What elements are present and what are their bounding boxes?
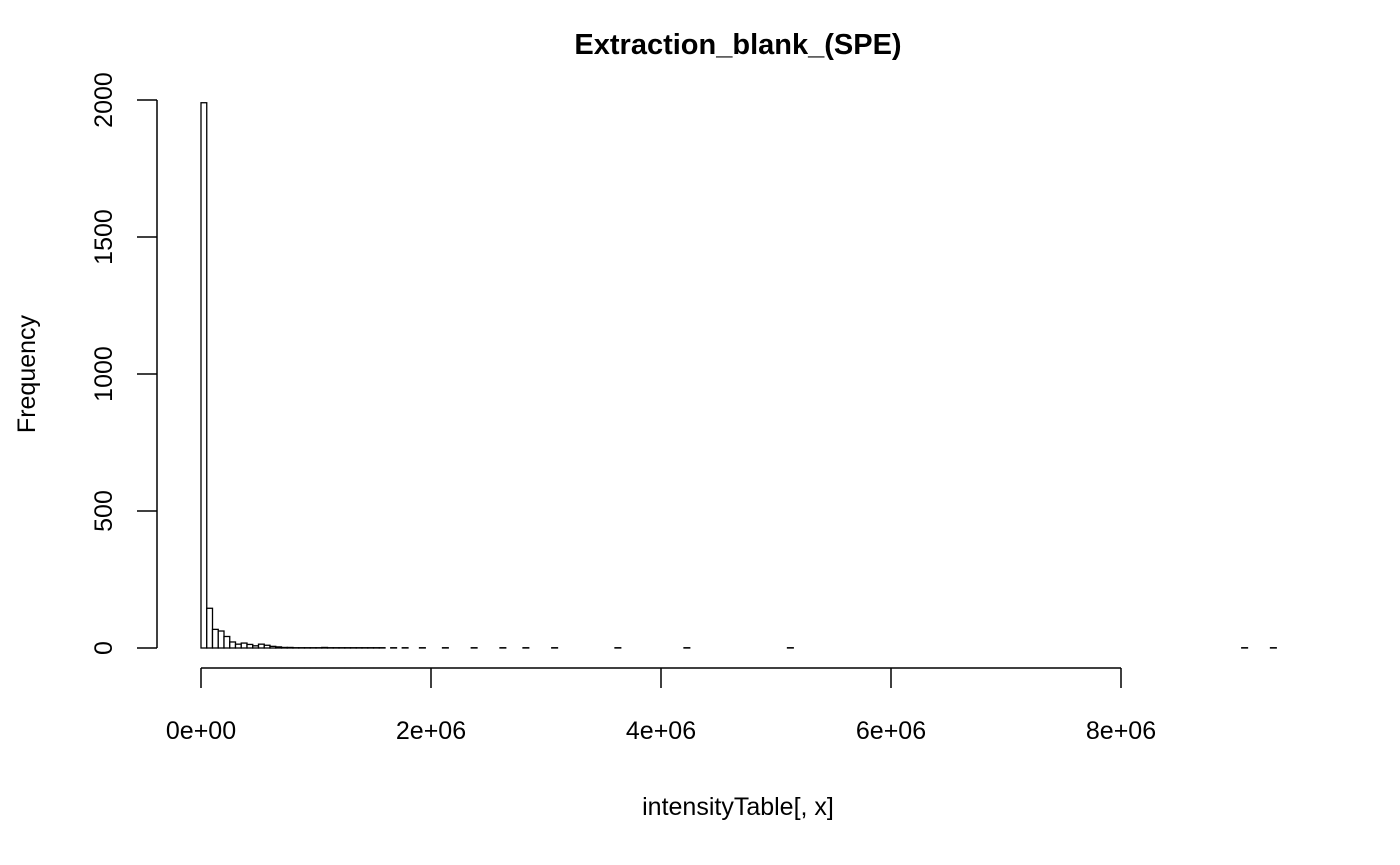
histogram-bar (217, 630, 225, 649)
chart-title: Extraction_blank_(SPE) (574, 29, 901, 61)
y-tick-label: 0 (90, 641, 118, 655)
y-axis-label: Frequency (13, 314, 41, 433)
histogram-bar (223, 635, 231, 649)
histogram-bar (321, 646, 329, 649)
x-tick-label: 2e+06 (396, 717, 466, 745)
histogram-bar (280, 646, 288, 649)
histogram-bar (240, 642, 248, 649)
x-axis: 0e+00 2e+06 4e+06 6e+06 8e+06 (166, 667, 1156, 745)
histogram-bar (206, 607, 214, 649)
histogram-bar (211, 628, 219, 649)
histogram-bar (229, 641, 237, 649)
y-tick-label: 1500 (90, 209, 118, 265)
y-tick-label: 500 (90, 490, 118, 532)
histogram-bar (200, 102, 208, 649)
x-tick-label: 8e+06 (1086, 717, 1156, 745)
histogram-bar (275, 646, 283, 649)
x-tick-label: 6e+06 (856, 717, 926, 745)
histogram-bar (246, 643, 254, 649)
histogram-bar (234, 643, 242, 649)
histogram-bar (269, 645, 277, 649)
histogram-bar (263, 644, 271, 649)
y-tick-label: 1000 (90, 346, 118, 402)
histogram-bars (200, 102, 1277, 649)
x-axis-label: intensityTable[, x] (642, 793, 834, 821)
x-tick-label: 0e+00 (166, 717, 236, 745)
x-tick-label: 4e+06 (626, 717, 696, 745)
histogram-bar (257, 643, 265, 649)
y-axis: 0 500 1000 1500 2000 (90, 72, 158, 655)
y-tick-label: 2000 (90, 72, 118, 128)
histogram-bar (252, 645, 260, 649)
histogram-bar (286, 646, 294, 649)
